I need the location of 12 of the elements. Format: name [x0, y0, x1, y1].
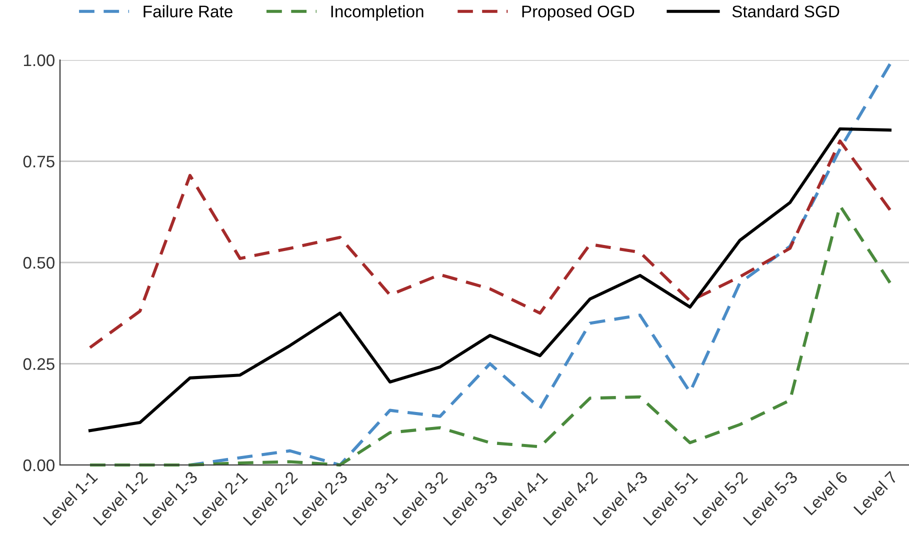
- legend-label: Standard SGD: [732, 5, 840, 18]
- y-tick-label: 0.50: [23, 256, 54, 269]
- y-tick-label: 0.00: [23, 459, 54, 472]
- legend-label: Proposed OGD: [522, 5, 634, 21]
- y-tick-label: 0.25: [23, 358, 54, 370]
- line-series: [88, 127, 892, 432]
- line-series: [88, 139, 892, 350]
- legend-label: Failure Rate: [144, 5, 232, 18]
- legend-label: Incompletion: [331, 5, 424, 21]
- y-tick-label: 0.75: [23, 156, 54, 168]
- y-tick-label: 1.00: [24, 54, 54, 66]
- line-series: [88, 204, 892, 467]
